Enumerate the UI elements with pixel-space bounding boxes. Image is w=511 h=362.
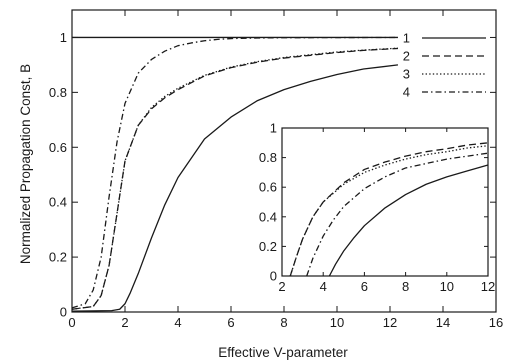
inset-x-tick-label: 8 bbox=[402, 279, 409, 294]
inset-x-tick-label: 2 bbox=[278, 279, 285, 294]
inset-y-tick-label: 0.4 bbox=[259, 209, 277, 224]
legend: 1 2 3 4 bbox=[403, 31, 486, 100]
main-y-tick-label: 0.2 bbox=[49, 250, 67, 265]
main-y-tick-label: 0.4 bbox=[49, 195, 67, 210]
inset-y-tick-label: 0.2 bbox=[259, 239, 277, 254]
inset-y-tick-label: 1 bbox=[270, 121, 277, 136]
main-x-tick-label: 2 bbox=[121, 315, 128, 330]
x-axis-label: Effective V-parameter bbox=[218, 345, 348, 360]
inset-background bbox=[282, 128, 488, 276]
inset-y-tick-label: 0.8 bbox=[259, 150, 277, 165]
main-x-tick-label: 10 bbox=[330, 315, 344, 330]
legend-label: 1 bbox=[403, 31, 410, 46]
main-y-tick-label: 0 bbox=[60, 305, 67, 320]
inset-series-1 bbox=[328, 164, 489, 277]
main-y-tick-label: 1 bbox=[60, 30, 67, 45]
inset-x-tick-label: 10 bbox=[440, 279, 454, 294]
main-x-tick-label: 4 bbox=[174, 315, 181, 330]
main-series-4 bbox=[71, 36, 398, 309]
main-x-tick-label: 12 bbox=[383, 315, 397, 330]
inset-series-2 bbox=[289, 142, 489, 277]
y-axis-label: Normalized Propagation Const, B bbox=[18, 64, 33, 264]
main-series-3 bbox=[71, 47, 398, 310]
main-series-2 bbox=[71, 47, 398, 310]
main-x-tick-label: 16 bbox=[489, 315, 503, 330]
inset-x-tick-label: 6 bbox=[361, 279, 368, 294]
main-x-tick-label: 14 bbox=[436, 315, 450, 330]
main-x-tick-label: 8 bbox=[280, 315, 287, 330]
inset-x-tick-label: 12 bbox=[481, 279, 495, 294]
inset-x-tick-label: 4 bbox=[320, 279, 327, 294]
main-series-1 bbox=[71, 64, 399, 312]
main-y-tick-label: 0.8 bbox=[49, 85, 67, 100]
legend-label: 4 bbox=[403, 85, 410, 100]
inset-series-4 bbox=[306, 152, 489, 277]
main-x-tick-label: 0 bbox=[68, 315, 75, 330]
legend-label: 3 bbox=[403, 67, 410, 82]
main-y-tick-label: 0.6 bbox=[49, 140, 67, 155]
main-x-tick-label: 6 bbox=[227, 315, 234, 330]
inset-frame bbox=[281, 127, 489, 277]
legend-label: 2 bbox=[403, 49, 410, 64]
inset-y-tick-label: 0.6 bbox=[259, 180, 277, 195]
inset-y-tick-label: 0 bbox=[270, 269, 277, 284]
inset-plot: 2 4 6 8 10 12 0 0.2 0.4 0.6 0.8 1 bbox=[259, 121, 495, 295]
